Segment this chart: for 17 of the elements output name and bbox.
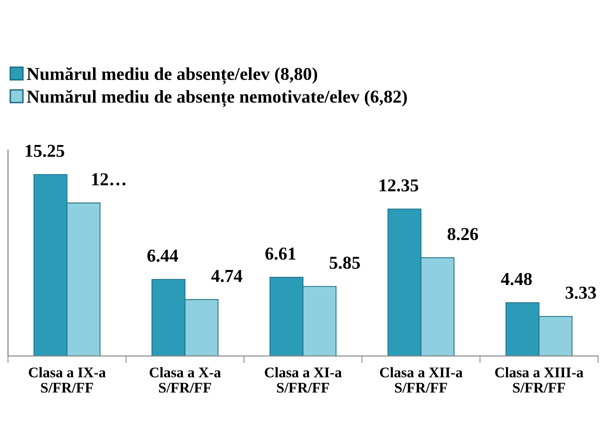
x-tick-label: Clasa a XII-a S/FR/FF: [380, 367, 463, 393]
legend-label: Numărul mediu de absențe nemotivate/elev (6,82): [26, 90, 407, 108]
data-label: 3.33: [566, 286, 596, 299]
x-tick-label: Clasa a XIII-a S/FR/FF: [495, 367, 584, 393]
data-label: 12.35: [380, 179, 418, 192]
x-tick-label: Clasa a IX-a S/FR/FF: [28, 367, 106, 393]
data-label: 5.85: [330, 256, 360, 269]
data-label: 6.44: [147, 250, 178, 262]
data-label: 8.26: [448, 228, 478, 240]
x-tick-label: Clasa a X-a S/FR/FF: [150, 367, 221, 393]
data-label: 4.48: [501, 272, 532, 286]
legend-label: Numărul mediu de absențe/elev (8,80): [26, 67, 318, 84]
data-label: 6.61: [265, 248, 296, 260]
x-tick-label: Clasa a XI-a S/FR/FF: [264, 367, 342, 393]
data-label: 4.74: [211, 270, 242, 282]
data-label: 12…: [92, 173, 126, 186]
data-label: 15.25: [26, 144, 64, 158]
